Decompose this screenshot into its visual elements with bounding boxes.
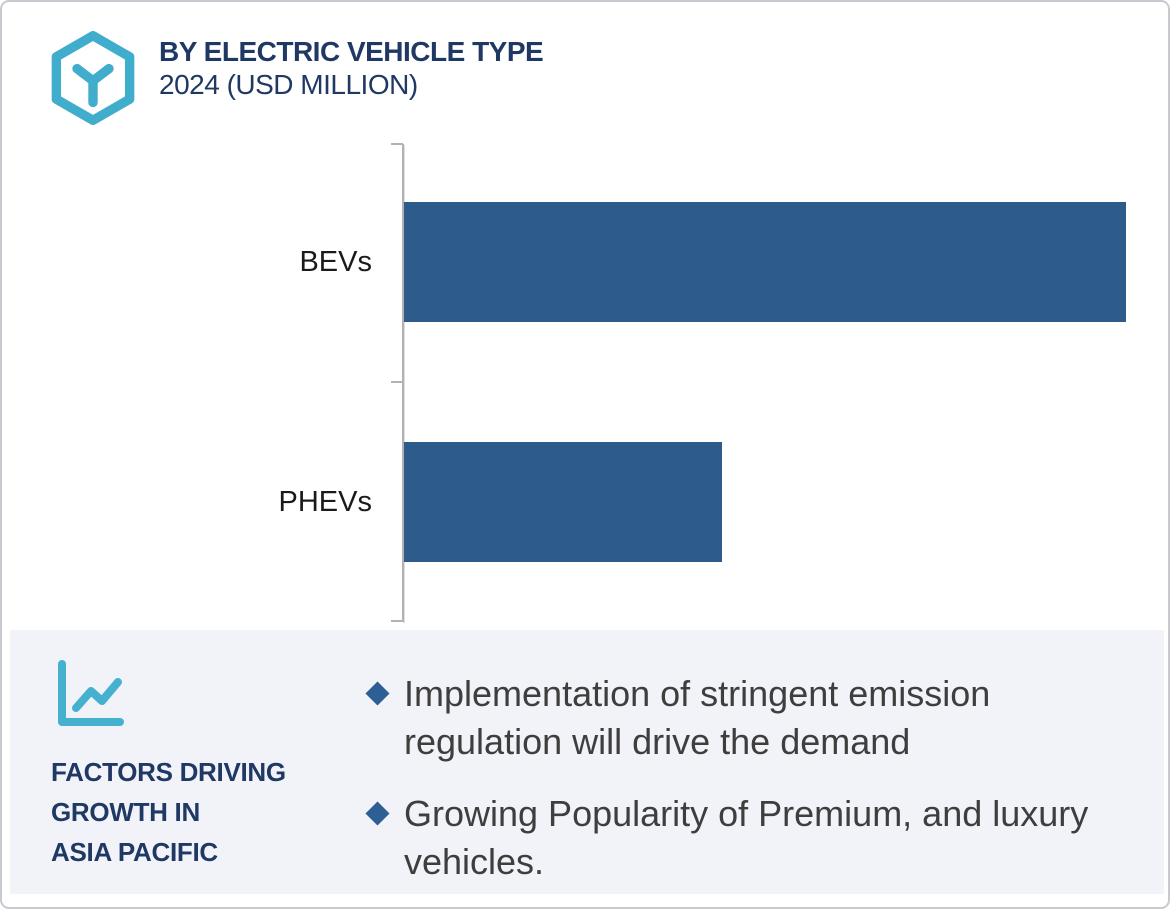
list-item: Growing Popularity of Premium, and luxur…	[365, 790, 1088, 886]
diamond-bullet-icon	[365, 801, 390, 826]
axis-tick	[391, 381, 403, 383]
axis-tick	[391, 620, 403, 622]
y-axis-line	[402, 144, 404, 622]
bullet-text: Growing Popularity of Premium, and luxur…	[404, 793, 1089, 882]
category-label-bevs: BEVs	[299, 246, 372, 278]
chart-title: BY ELECTRIC VEHICLE TYPE	[159, 36, 544, 67]
chart-subtitle: 2024 (USD MILLION)	[159, 69, 418, 100]
axis-tick	[391, 143, 403, 145]
hexagon-cube-icon	[51, 31, 135, 125]
factors-panel: FACTORS DRIVING GROWTH IN ASIA PACIFIC I…	[10, 630, 1164, 894]
line-chart-icon	[58, 660, 124, 726]
factors-heading-line: ASIA PACIFIC	[51, 837, 218, 867]
factors-heading: FACTORS DRIVING GROWTH IN ASIA PACIFIC	[51, 752, 286, 872]
diamond-bullet-icon	[365, 681, 390, 706]
list-item: Implementation of stringent emission reg…	[365, 670, 1088, 766]
factors-heading-line: GROWTH IN	[51, 797, 200, 827]
chart-header: BY ELECTRIC VEHICLE TYPE 2024 (USD MILLI…	[159, 35, 544, 101]
bar-phevs	[404, 442, 722, 562]
bullet-text: Implementation of stringent emission reg…	[404, 673, 991, 762]
bar-bevs	[404, 202, 1126, 322]
category-label-phevs: PHEVs	[278, 486, 372, 518]
factors-heading-line: FACTORS DRIVING	[51, 757, 286, 787]
factors-bullet-list: Implementation of stringent emission reg…	[365, 670, 1088, 907]
